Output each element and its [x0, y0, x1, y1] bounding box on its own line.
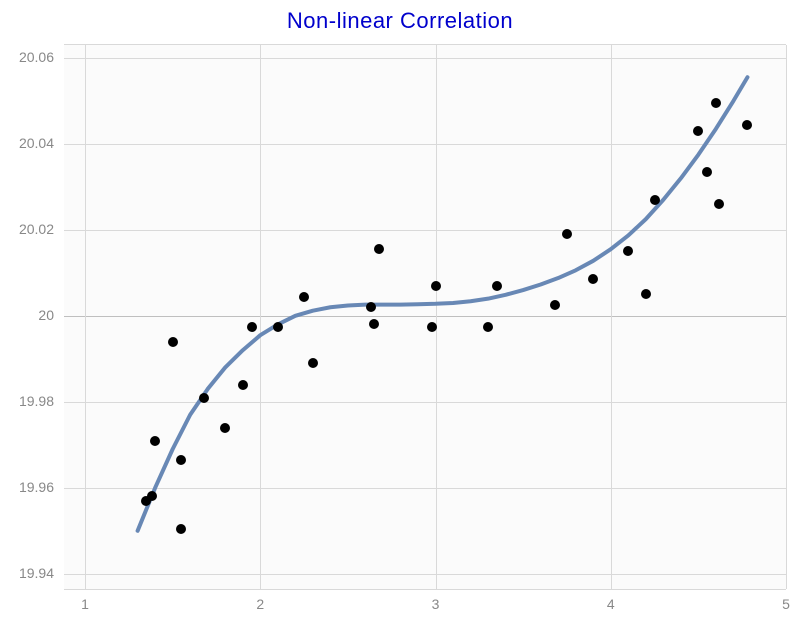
- x-tick-label: 2: [256, 596, 264, 612]
- chart-container: Non-linear Correlation 19.94 19.96 19.98 20…: [0, 0, 800, 617]
- x-tick-label: 1: [81, 596, 89, 612]
- data-point: [550, 300, 560, 310]
- data-point: [247, 322, 257, 332]
- data-point: [299, 292, 309, 302]
- data-point: [483, 322, 493, 332]
- data-point: [176, 455, 186, 465]
- y-tick-label: 20.06: [0, 49, 54, 65]
- x-tick-label: 4: [607, 596, 615, 612]
- data-point: [220, 423, 230, 433]
- plot-area: [64, 44, 786, 590]
- data-point: [562, 229, 572, 239]
- gridline-vertical: [786, 45, 787, 589]
- y-tick-label: 19.96: [0, 479, 54, 495]
- data-point: [742, 120, 752, 130]
- y-tick-label: 20.04: [0, 135, 54, 151]
- data-point: [641, 289, 651, 299]
- x-tick-label: 3: [432, 596, 440, 612]
- data-point: [366, 302, 376, 312]
- data-point: [150, 436, 160, 446]
- data-point: [369, 319, 379, 329]
- data-point: [588, 274, 598, 284]
- data-point: [273, 322, 283, 332]
- y-tick-label: 19.94: [0, 565, 54, 581]
- data-point: [168, 337, 178, 347]
- data-point: [147, 491, 157, 501]
- data-point: [427, 322, 437, 332]
- y-tick-label: 19.98: [0, 393, 54, 409]
- data-point: [308, 358, 318, 368]
- y-tick-label: 20: [0, 307, 54, 323]
- data-point: [623, 246, 633, 256]
- y-tick-label: 20.02: [0, 221, 54, 237]
- chart-title: Non-linear Correlation: [0, 8, 800, 34]
- data-point: [714, 199, 724, 209]
- data-point: [176, 524, 186, 534]
- data-point: [238, 380, 248, 390]
- data-point: [199, 393, 209, 403]
- x-tick-label: 5: [782, 596, 790, 612]
- trend-curve: [64, 45, 786, 591]
- data-point: [711, 98, 721, 108]
- data-point: [431, 281, 441, 291]
- data-point: [650, 195, 660, 205]
- data-point: [492, 281, 502, 291]
- data-point: [702, 167, 712, 177]
- data-point: [374, 244, 384, 254]
- data-point: [693, 126, 703, 136]
